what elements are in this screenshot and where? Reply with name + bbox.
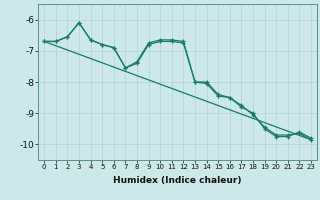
X-axis label: Humidex (Indice chaleur): Humidex (Indice chaleur) bbox=[113, 176, 242, 185]
